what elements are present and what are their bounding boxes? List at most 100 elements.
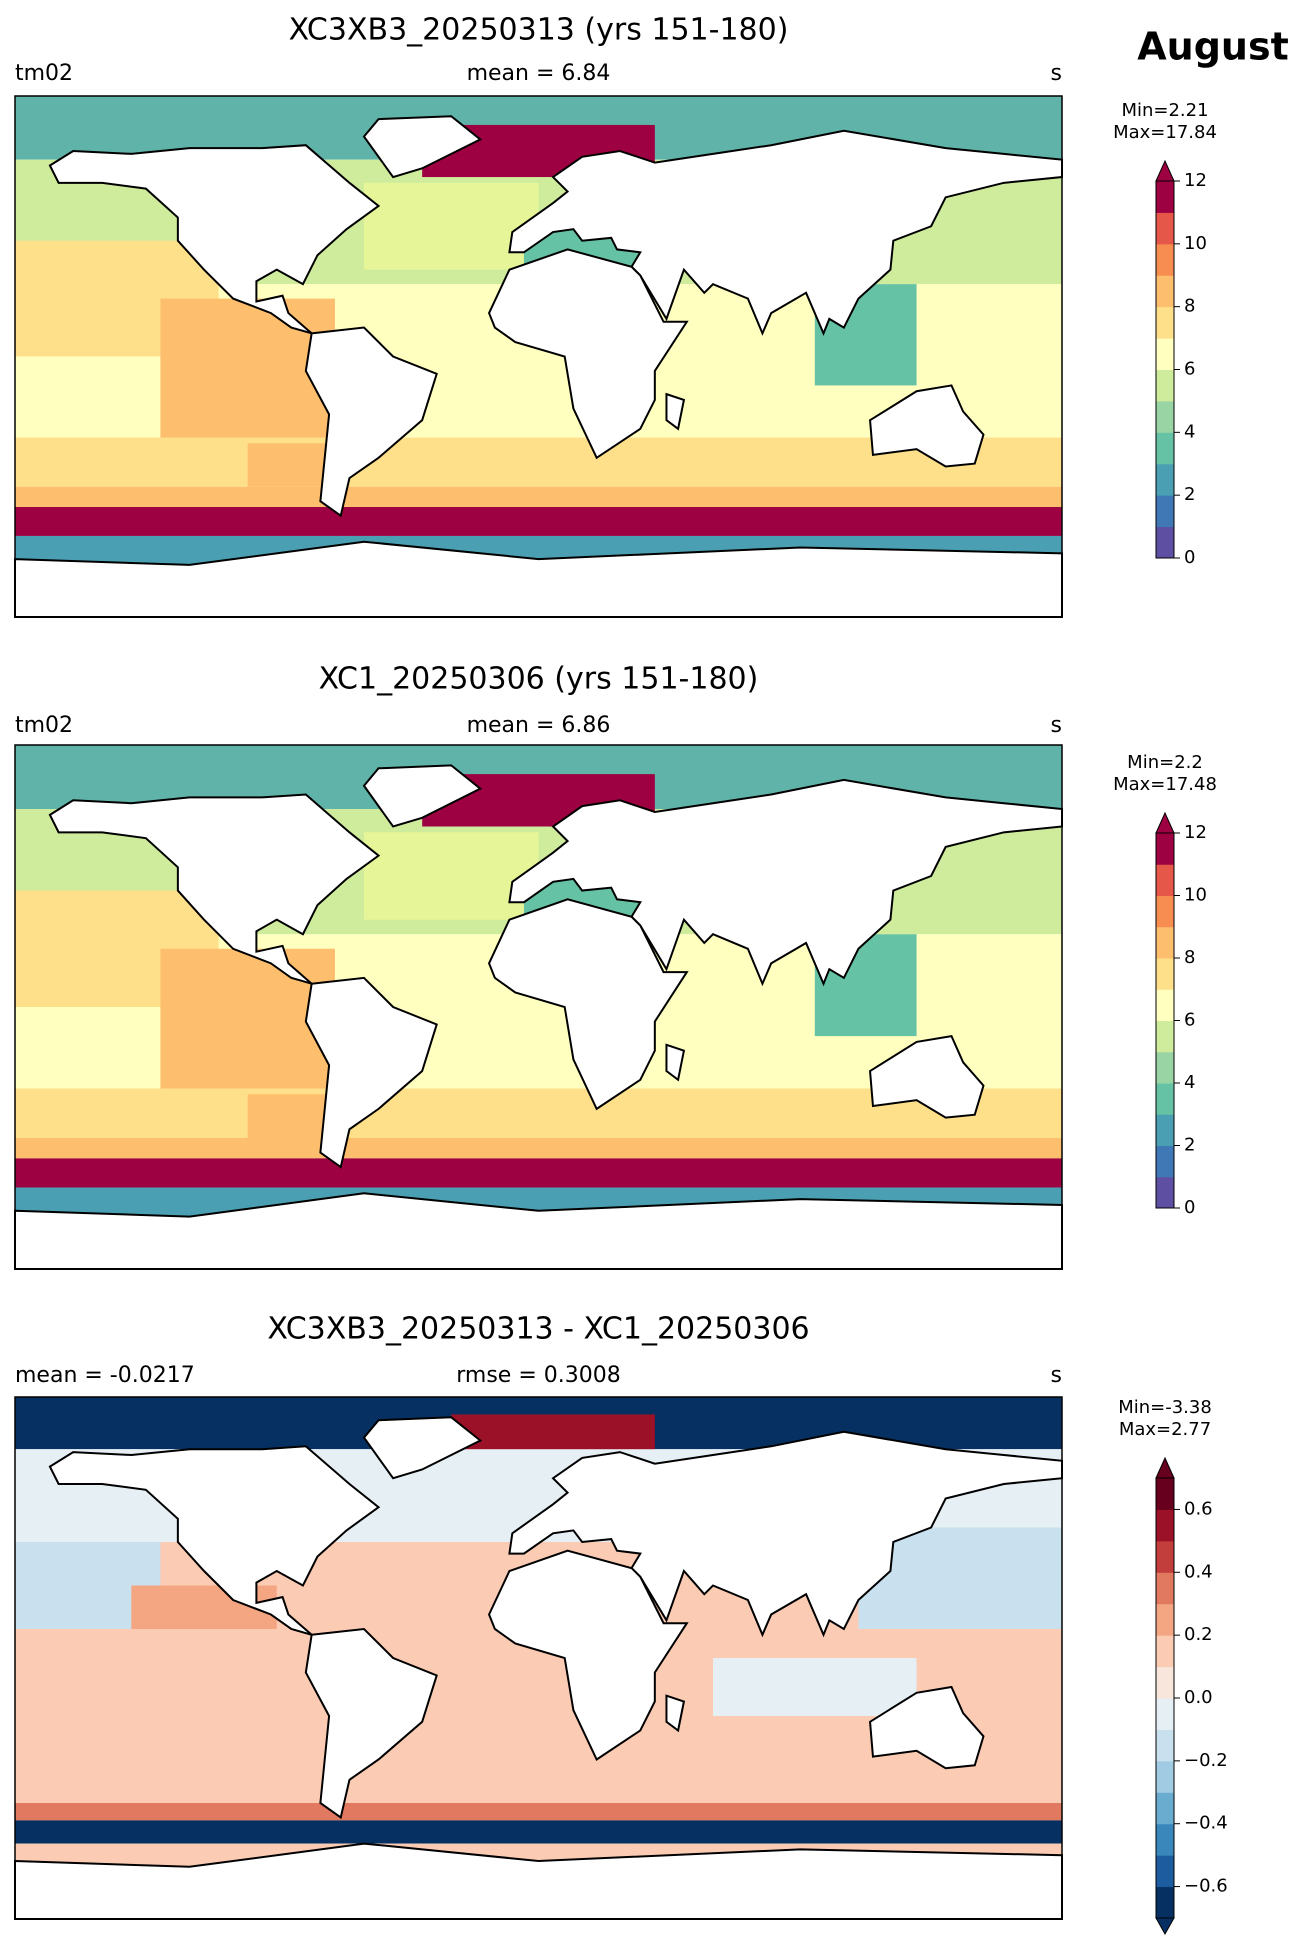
colorbar-segment [1156, 1509, 1174, 1542]
colorbar-tick-label: 8 [1184, 947, 1195, 968]
colorbar-segment [1156, 275, 1174, 308]
colorbar-segment [1156, 1886, 1174, 1919]
colorbar-tick-label: 8 [1184, 296, 1195, 317]
colorbar-segment [1156, 1698, 1174, 1730]
left-label: tm02 [15, 61, 73, 86]
max-label: Max=2.77 [1119, 1419, 1211, 1440]
colorbar-segment [1156, 181, 1174, 213]
colorbar-segment [1156, 338, 1174, 370]
field-band [15, 486, 1062, 508]
colorbar-tick-label: 0.6 [1184, 1498, 1213, 1519]
land [869, 384, 985, 468]
colorbar-segment [1156, 432, 1174, 465]
colorbar-segment [1156, 212, 1174, 245]
colorbar-segment [1156, 864, 1174, 896]
colorbar-segment [1156, 895, 1174, 928]
colorbar-segment [1156, 526, 1174, 559]
land [665, 392, 686, 431]
min-label: Min=-3.38 [1118, 1397, 1212, 1418]
land [508, 129, 1063, 336]
colorbar-extend [1155, 159, 1175, 182]
colorbar-tick-label: 0 [1184, 1197, 1195, 1218]
map [14, 745, 1063, 1270]
map-frame [14, 95, 1063, 618]
colorbar-tick-label: 6 [1184, 1010, 1195, 1031]
colorbar-tick-label: 0.4 [1184, 1561, 1213, 1582]
colorbar-tick-label: 2 [1184, 484, 1195, 505]
colorbar-segment [1156, 1083, 1174, 1115]
map [14, 96, 1063, 618]
field-band [15, 1138, 1062, 1159]
land [362, 115, 483, 179]
right-label: s [1051, 713, 1062, 738]
land [665, 1043, 686, 1082]
colorbar-segment [1156, 243, 1174, 276]
land [362, 764, 483, 828]
colorbar-segment [1156, 306, 1174, 339]
map-frame [14, 744, 1063, 1270]
colorbar-tick-label: 2 [1184, 1135, 1195, 1156]
colorbar-segment [1156, 989, 1174, 1021]
colorbar-extend [1155, 1456, 1175, 1479]
colorbar-tick-label: 0.0 [1184, 1687, 1213, 1708]
land [665, 1694, 686, 1733]
land [48, 793, 381, 985]
colorbar-tick-label: 12 [1184, 170, 1207, 191]
land [508, 778, 1063, 987]
colorbar-segment [1156, 495, 1174, 528]
colorbar-tick-label: 10 [1184, 885, 1207, 906]
panel-title: XC3XB3_20250313 - XC1_20250306 [267, 1312, 809, 1347]
land [487, 1549, 689, 1761]
land [487, 248, 689, 460]
colorbar-extend [1155, 811, 1175, 834]
colorbar-segment [1156, 1635, 1174, 1668]
colorbar-tick-label: −0.6 [1184, 1876, 1228, 1897]
land [487, 898, 689, 1111]
land [508, 1430, 1063, 1638]
field-band [247, 1094, 335, 1138]
colorbar-segment [1156, 1051, 1174, 1084]
center-label: mean = 6.86 [467, 713, 611, 738]
field-band [247, 443, 335, 487]
colorbar-segment [1156, 1666, 1174, 1699]
colorbar-segment [1156, 369, 1174, 402]
colorbar-segment [1156, 833, 1174, 865]
land [362, 1416, 483, 1480]
colorbar-segment [1156, 1572, 1174, 1605]
figure-title: August [1137, 25, 1289, 69]
map [14, 1397, 1063, 1920]
field-band [15, 1820, 1062, 1844]
land [304, 1627, 438, 1820]
colorbar-tick-label: 0 [1184, 547, 1195, 568]
colorbar-segment [1156, 400, 1174, 433]
colorbar-segment [1156, 463, 1174, 496]
min-label: Min=2.21 [1121, 100, 1208, 121]
right-label: s [1051, 1363, 1062, 1388]
field-band [15, 1158, 1062, 1188]
left-label: mean = -0.0217 [15, 1363, 195, 1388]
max-label: Max=17.84 [1113, 122, 1217, 143]
field-band [15, 1803, 1062, 1821]
colorbar-tick-label: 4 [1184, 421, 1195, 442]
colorbar-segment [1156, 1540, 1174, 1573]
max-label: Max=17.48 [1113, 774, 1217, 795]
colorbar-tick-label: −0.2 [1184, 1750, 1228, 1771]
colorbar-tick-label: 4 [1184, 1072, 1195, 1093]
center-label: rmse = 0.3008 [456, 1363, 620, 1388]
land [48, 144, 381, 335]
colorbar-tick-label: 10 [1184, 233, 1207, 254]
min-label: Min=2.2 [1127, 752, 1203, 773]
colorbar-segment [1156, 1823, 1174, 1856]
land [869, 1685, 985, 1770]
colorbar-segment [1156, 1020, 1174, 1053]
colorbar-extend [1155, 1917, 1175, 1936]
colorbar-segment [1156, 1145, 1174, 1178]
field-band [713, 1658, 917, 1716]
colorbar-segment [1156, 1729, 1174, 1762]
right-label: s [1051, 61, 1062, 86]
colorbar-tick-label: 6 [1184, 359, 1195, 380]
left-label: tm02 [15, 713, 73, 738]
land [48, 1445, 381, 1636]
colorbar-segment [1156, 926, 1174, 959]
